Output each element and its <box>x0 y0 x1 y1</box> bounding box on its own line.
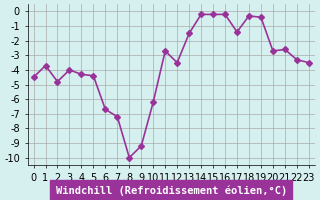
X-axis label: Windchill (Refroidissement éolien,°C): Windchill (Refroidissement éolien,°C) <box>56 185 287 196</box>
